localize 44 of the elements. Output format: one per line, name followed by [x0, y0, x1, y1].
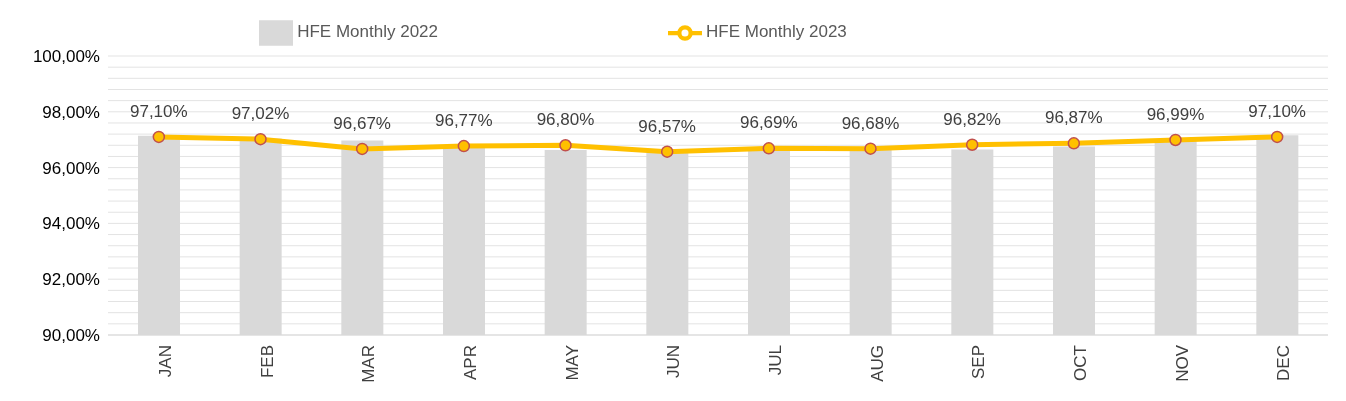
data-label: 97,10%: [130, 101, 188, 121]
x-tick-label: OCT: [1070, 345, 1090, 381]
x-tick-label: MAR: [359, 345, 379, 383]
x-tick-label: AUG: [867, 345, 887, 382]
legend-label: HFE Monthly 2022: [297, 22, 438, 42]
y-tick-label: 90,00%: [42, 326, 100, 346]
x-tick-label: JAN: [155, 345, 175, 378]
data-label: 96,77%: [435, 111, 493, 131]
data-label: 96,87%: [1045, 108, 1103, 128]
y-tick-label: 100,00%: [32, 47, 100, 67]
point: [965, 138, 979, 151]
data-label: 96,67%: [333, 113, 391, 133]
data-label: 97,10%: [1248, 101, 1306, 121]
point: [355, 142, 369, 156]
y-tick-label: 96,00%: [42, 158, 100, 178]
data-label: 96,57%: [638, 116, 696, 136]
x-tick-label: MAY: [562, 345, 582, 381]
point: [1169, 133, 1182, 147]
x-tick-label: NOV: [1172, 344, 1192, 382]
point: [660, 145, 674, 158]
point: [864, 142, 877, 155]
x-tick-label: FEB: [257, 345, 277, 379]
data-label: 96,82%: [943, 109, 1001, 129]
data-label: 96,99%: [1146, 104, 1205, 124]
x-tick-label: SEP: [969, 345, 989, 380]
data-label: 96,68%: [841, 113, 900, 133]
y-tick-label: 94,00%: [42, 214, 100, 234]
point: [1270, 130, 1284, 144]
y-tick-label: 98,00%: [42, 102, 100, 122]
x-tick-label: JUL: [765, 345, 785, 376]
point: [457, 139, 471, 153]
data-label: 97,02%: [231, 104, 290, 124]
legend-label: HFE Monthly 2023: [706, 22, 847, 42]
point: [762, 142, 776, 155]
data-label: 96,69%: [740, 113, 798, 133]
point: [152, 130, 166, 144]
y-tick-label: 92,00%: [42, 270, 100, 290]
point: [1067, 137, 1081, 150]
data-label: 96,80%: [536, 110, 595, 130]
point: [254, 132, 267, 146]
x-tick-label: DEC: [1274, 345, 1294, 381]
x-tick-label: APR: [460, 345, 480, 380]
point: [559, 139, 572, 152]
x-tick-label: JUN: [664, 345, 684, 379]
